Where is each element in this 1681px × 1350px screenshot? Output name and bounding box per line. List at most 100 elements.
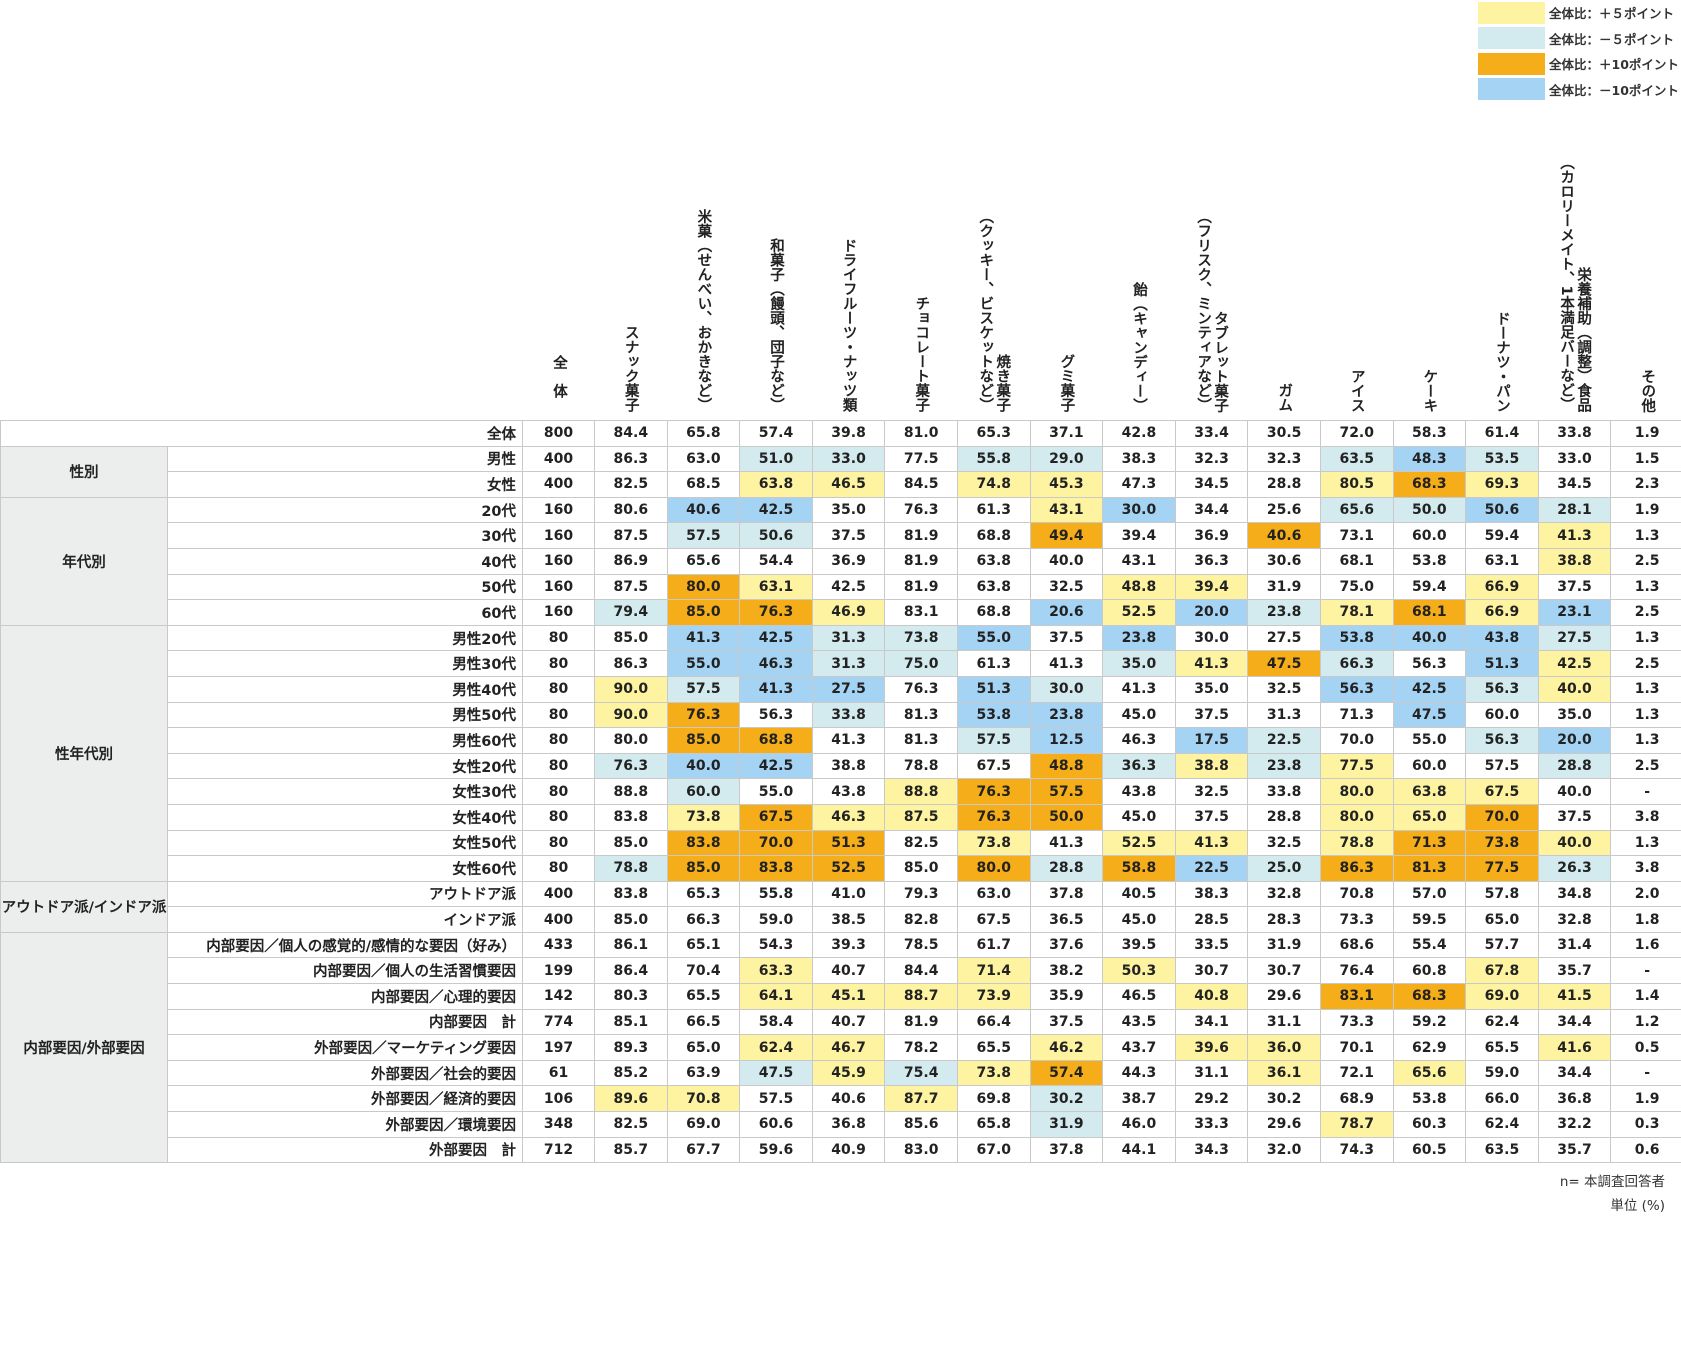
table-row: 外部要因 計 712 85.7 67.7 59.6 40.9 83.0 67.0 37.8 44.… — [1, 1136, 1681, 1164]
value-cell: 33.5 — [1174, 931, 1249, 959]
value-cell: 65.3 — [666, 880, 741, 908]
value-cell: 68.1 — [1319, 547, 1394, 575]
value-cell: 88.8 — [884, 778, 958, 805]
value-cell: 17.5 — [1174, 727, 1249, 754]
value-cell: 70.1 — [1319, 1034, 1394, 1061]
value-cell: 59.0 — [1465, 1059, 1539, 1087]
row-label: 外部要因／マーケティング要因 — [167, 1034, 523, 1061]
value-cell: 2.5 — [1610, 599, 1681, 626]
value-cell: 90.0 — [594, 701, 668, 729]
row-label: 外部要因 計 — [167, 1136, 523, 1164]
column-header: その他 — [1610, 369, 1681, 413]
sample-size-cell: 712 — [522, 1136, 595, 1164]
column-header-line: 米菓（せんべい、おかきなど） — [695, 209, 712, 412]
value-cell: 0.5 — [1610, 1034, 1681, 1061]
value-cell: 55.0 — [666, 650, 741, 677]
value-cell: 70.0 — [1319, 727, 1394, 754]
value-cell: 73.1 — [1319, 522, 1394, 549]
value-cell: 59.0 — [739, 906, 813, 933]
value-cell: 35.7 — [1537, 1136, 1612, 1164]
value-cell: 56.3 — [739, 701, 813, 729]
value-cell: 55.0 — [739, 778, 813, 805]
value-cell: 80.0 — [1319, 803, 1394, 831]
value-cell: 63.1 — [739, 573, 813, 601]
value-cell: 83.1 — [884, 599, 958, 626]
table-row: 外部要因／マーケティング要因 197 89.3 65.0 62.4 46.7 78.2 65.… — [1, 1034, 1681, 1061]
value-cell: 46.5 — [811, 471, 886, 498]
sample-size-cell: 80 — [522, 675, 595, 703]
value-cell: 46.3 — [739, 650, 813, 677]
value-cell: 65.5 — [1465, 1034, 1539, 1061]
value-cell: 70.0 — [739, 829, 813, 857]
legend-label: 全体比：＋５ポイント — [1549, 6, 1675, 22]
value-cell: 62.4 — [1465, 1111, 1539, 1138]
sample-size-cell: 80 — [522, 624, 595, 652]
table-row: 40代 160 86.9 65.6 54.4 36.9 81.9 63.8 40.0 43.1 36… — [1, 547, 1681, 575]
value-cell: 36.5 — [1029, 906, 1104, 933]
value-cell: 31.9 — [1247, 931, 1321, 959]
value-cell: 20.0 — [1537, 727, 1612, 754]
value-cell: 61.3 — [956, 650, 1031, 677]
value-cell: 57.5 — [666, 522, 741, 549]
value-cell: 74.3 — [1319, 1136, 1394, 1164]
value-cell: 77.5 — [1319, 752, 1394, 780]
value-cell: 85.0 — [594, 829, 668, 857]
value-cell: 88.7 — [884, 983, 958, 1010]
column-header-line: ドライフルーツ・ナッツ類 — [840, 238, 857, 412]
value-cell: 80.0 — [666, 573, 741, 601]
value-cell: 35.0 — [1174, 675, 1249, 703]
value-cell: 68.3 — [1392, 983, 1467, 1010]
column-header: 栄養補助（調整）食品 （カロリーメイト、1本満足バーなど） — [1538, 155, 1611, 412]
value-cell: 45.0 — [1102, 803, 1176, 831]
value-cell: 66.3 — [1319, 650, 1394, 677]
value-cell: 63.8 — [956, 547, 1031, 575]
value-cell: 43.8 — [811, 778, 886, 805]
value-cell: 78.7 — [1319, 1111, 1394, 1138]
sample-size-cell: 160 — [522, 547, 595, 575]
value-cell: 76.3 — [884, 675, 958, 703]
value-cell: 45.1 — [811, 983, 886, 1010]
value-cell: 65.5 — [956, 1034, 1031, 1061]
value-cell: 51.3 — [1465, 650, 1539, 677]
value-cell: 41.3 — [1174, 829, 1249, 857]
legend-swatch — [1478, 1, 1545, 24]
value-cell: 85.6 — [884, 1111, 958, 1138]
value-cell: 54.3 — [739, 931, 813, 959]
value-cell: 80.5 — [1319, 471, 1394, 498]
value-cell: 30.2 — [1247, 1085, 1321, 1113]
value-cell: 50.3 — [1102, 957, 1176, 985]
table-row: 内部要因／心理的要因 142 80.3 65.5 64.1 45.1 88.7 73.9 35.… — [1, 983, 1681, 1010]
value-cell: 41.3 — [739, 675, 813, 703]
value-cell: 44.3 — [1102, 1059, 1176, 1087]
value-cell: 78.2 — [884, 1034, 958, 1061]
value-cell: 39.5 — [1102, 931, 1176, 959]
table-row: 男性30代 80 86.3 55.0 46.3 31.3 75.0 61.3 41.3 35.0 4… — [1, 650, 1681, 677]
value-cell: 89.3 — [594, 1034, 668, 1061]
value-cell: 65.8 — [666, 420, 741, 447]
value-cell: 59.2 — [1392, 1008, 1467, 1036]
row-label: 女性 — [167, 471, 523, 498]
value-cell: - — [1610, 957, 1681, 985]
value-cell: 57.5 — [1465, 752, 1539, 780]
row-label: 男性40代 — [167, 675, 523, 703]
sample-size-cell: 433 — [522, 931, 595, 959]
table-row: 女性20代 80 76.3 40.0 42.5 38.8 78.8 67.5 48.8 36.3 3… — [1, 752, 1681, 780]
value-cell: 1.9 — [1610, 420, 1681, 447]
row-label: 女性50代 — [167, 829, 523, 857]
value-cell: 41.0 — [811, 880, 886, 908]
value-cell: 29.0 — [1029, 445, 1104, 473]
value-cell: 33.0 — [1537, 445, 1612, 473]
table-row: 男性60代 80 80.0 85.0 68.8 41.3 81.3 57.5 12.5 46.3 1… — [1, 727, 1681, 754]
column-header-line: 飴（キャンディー） — [1130, 281, 1147, 413]
table-row: 女性 400 82.5 68.5 63.8 46.5 84.5 74.8 45.3 47.3 34.… — [1, 471, 1681, 498]
value-cell: 64.1 — [739, 983, 813, 1010]
value-cell: 78.5 — [884, 931, 958, 959]
value-cell: 67.5 — [1465, 778, 1539, 805]
sample-size-cell: 774 — [522, 1008, 595, 1036]
value-cell: 39.6 — [1174, 1034, 1249, 1061]
table-row: 性別 男性 400 86.3 63.0 51.0 33.0 77.5 55.8 29.0 38.3 3… — [0, 445, 1681, 498]
value-cell: 80.0 — [594, 727, 668, 754]
value-cell: 1.3 — [1610, 701, 1681, 729]
table-row: 30代 160 87.5 57.5 50.6 37.5 81.9 68.8 49.4 39.4 36… — [1, 522, 1681, 549]
value-cell: 32.8 — [1247, 880, 1321, 908]
